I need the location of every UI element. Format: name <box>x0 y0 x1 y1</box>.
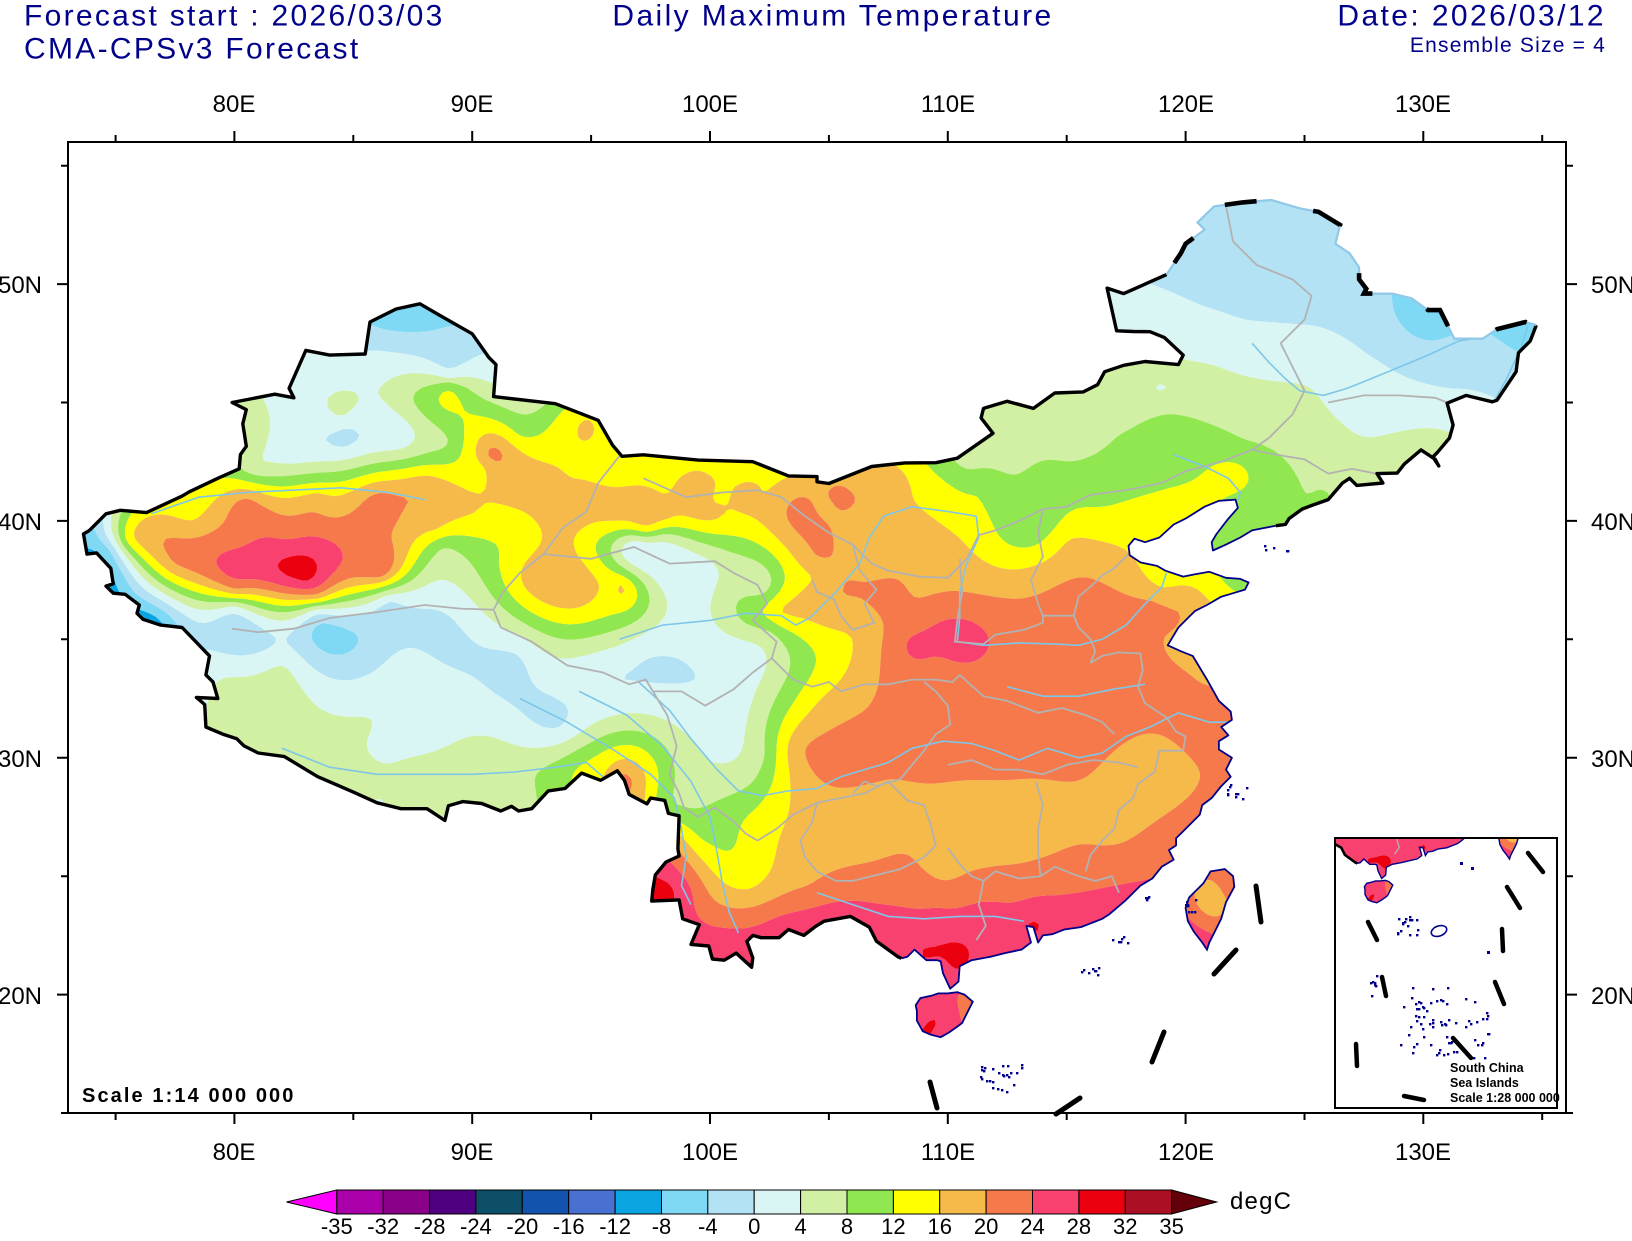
svg-text:40N: 40N <box>1591 509 1632 536</box>
svg-text:110E: 110E <box>921 91 975 118</box>
svg-text:12: 12 <box>881 1214 905 1239</box>
svg-text:90E: 90E <box>451 1139 494 1166</box>
svg-text:0: 0 <box>748 1214 760 1239</box>
svg-text:40N: 40N <box>0 509 42 536</box>
svg-text:100E: 100E <box>682 91 738 118</box>
svg-text:-20: -20 <box>506 1214 538 1239</box>
svg-text:120E: 120E <box>1158 1139 1214 1166</box>
svg-text:-28: -28 <box>414 1214 446 1239</box>
svg-text:28: 28 <box>1067 1214 1091 1239</box>
svg-text:Sea Islands: Sea Islands <box>1450 1076 1519 1090</box>
svg-text:Daily Maximum Temperature: Daily Maximum Temperature <box>612 0 1053 33</box>
svg-text:20: 20 <box>974 1214 998 1239</box>
svg-text:130E: 130E <box>1395 1139 1451 1166</box>
svg-text:-12: -12 <box>599 1214 631 1239</box>
svg-text:-4: -4 <box>698 1214 718 1239</box>
svg-text:90E: 90E <box>451 91 494 118</box>
svg-text:130E: 130E <box>1395 91 1451 118</box>
svg-text:Scale 1:28 000 000: Scale 1:28 000 000 <box>1450 1091 1560 1105</box>
svg-text:-24: -24 <box>460 1214 492 1239</box>
svg-text:-8: -8 <box>652 1214 672 1239</box>
svg-text:Forecast start : 2026/03/03: Forecast start : 2026/03/03 <box>24 0 445 33</box>
svg-text:degC: degC <box>1230 1188 1292 1215</box>
svg-text:Scale 1:14 000 000: Scale 1:14 000 000 <box>82 1085 296 1107</box>
svg-text:4: 4 <box>794 1214 806 1239</box>
svg-text:30N: 30N <box>0 746 42 773</box>
svg-text:100E: 100E <box>682 1139 738 1166</box>
svg-text:110E: 110E <box>921 1139 975 1166</box>
svg-text:Date: 2026/03/12: Date: 2026/03/12 <box>1337 0 1606 33</box>
svg-text:20N: 20N <box>0 983 42 1010</box>
svg-text:35: 35 <box>1159 1214 1183 1239</box>
svg-text:16: 16 <box>927 1214 951 1239</box>
svg-text:32: 32 <box>1113 1214 1137 1239</box>
svg-text:50N: 50N <box>0 272 42 299</box>
svg-text:CMA-CPSv3 Forecast: CMA-CPSv3 Forecast <box>24 33 360 66</box>
svg-text:24: 24 <box>1020 1214 1044 1239</box>
svg-text:120E: 120E <box>1158 91 1214 118</box>
svg-text:-32: -32 <box>367 1214 399 1239</box>
svg-text:Ensemble Size = 4: Ensemble Size = 4 <box>1410 34 1606 57</box>
svg-text:50N: 50N <box>1591 272 1632 299</box>
svg-text:30N: 30N <box>1591 746 1632 773</box>
svg-text:80E: 80E <box>213 1139 256 1166</box>
svg-text:-16: -16 <box>553 1214 585 1239</box>
svg-text:20N: 20N <box>1591 983 1632 1010</box>
svg-text:South China: South China <box>1450 1061 1525 1075</box>
svg-text:-35: -35 <box>321 1214 353 1239</box>
svg-text:8: 8 <box>841 1214 853 1239</box>
svg-text:80E: 80E <box>213 91 256 118</box>
